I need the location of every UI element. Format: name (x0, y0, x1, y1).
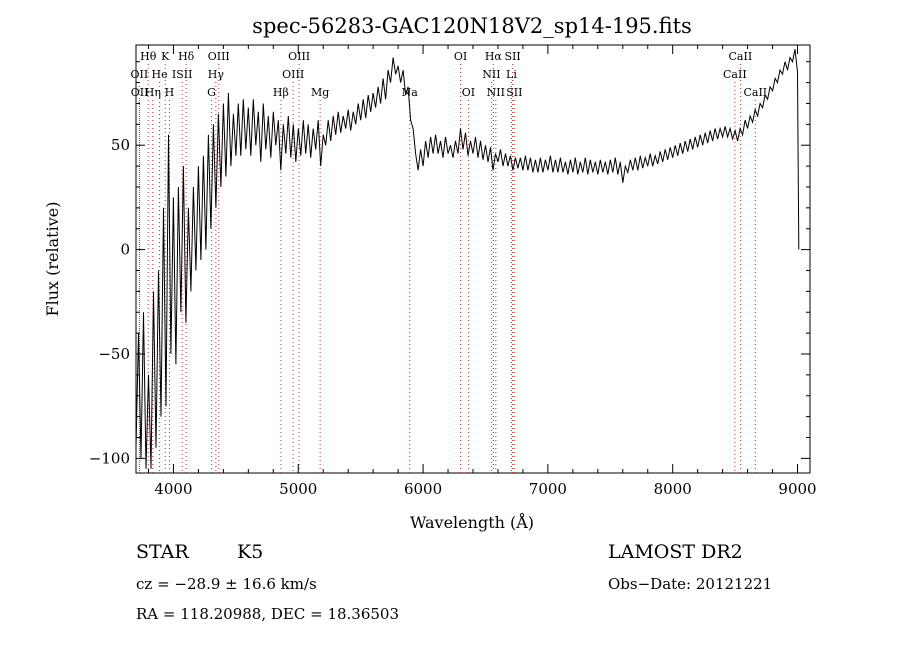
survey-name: LAMOST DR2 (608, 541, 743, 563)
emission-lines: Hθ OII OII K He Hη Hδ ISII H OIII Hγ G OIII OIII Hβ Mg N… (131, 50, 767, 473)
x-axis-label: Wavelength (Å) (410, 512, 534, 532)
plot-area: Hθ OII OII K He Hη Hδ ISII H OIII Hγ G OIII OIII Hβ Mg N… (89, 44, 817, 498)
line-label: OII (131, 86, 149, 99)
line-label: OI (454, 50, 467, 63)
subclass: K5 (237, 541, 263, 563)
line-label: Mg (311, 86, 329, 99)
x-tick-label: 6000 (404, 480, 442, 498)
y-tick-label: −100 (89, 449, 130, 467)
line-label: Hγ (208, 68, 225, 81)
line-label: OIII (208, 50, 230, 63)
line-label: Hθ (140, 50, 157, 63)
x-tick-label: 9000 (778, 480, 816, 498)
line-label: SII (506, 86, 522, 99)
info-panel: STAR K5 LAMOST DR2 cz = −28.9 ± 16.6 km/… (136, 541, 772, 623)
y-axis-label: Flux (relative) (43, 202, 62, 317)
x-tick-label: 4000 (154, 480, 192, 498)
y-tick-label: 0 (120, 241, 130, 259)
line-label: ISII (172, 68, 193, 81)
line-label: G (207, 86, 216, 99)
line-label: OIII (282, 68, 304, 81)
object-class: STAR (136, 541, 189, 563)
x-tick-label: 7000 (529, 480, 567, 498)
line-label: OIII (288, 50, 310, 63)
line-label: Li (506, 68, 517, 81)
line-label: Hη (145, 86, 161, 99)
obs-date: Obs−Date: 20121221 (608, 575, 772, 593)
line-label: OI (462, 86, 475, 99)
plot-frame (135, 44, 811, 474)
coordinates: RA = 118.20988, DEC = 18.36503 (136, 605, 399, 623)
spectrum-line (135, 49, 800, 469)
line-label: Hα (485, 50, 503, 63)
line-label: He (152, 68, 168, 81)
line-label: K (161, 50, 170, 63)
line-label: Hβ (273, 86, 289, 99)
chart-title: spec-56283-GAC120N18V2_sp14-195.fits (252, 14, 692, 38)
line-label: OII (131, 68, 149, 81)
redshift-readout: cz = −28.9 ± 16.6 km/s (136, 575, 317, 593)
line-label: NII (482, 68, 500, 81)
axis-ticks: 4000 5000 6000 7000 8000 9000 −100 −50 0 50 (89, 45, 817, 498)
line-label: SII (504, 50, 520, 63)
line-label: Na (402, 86, 419, 99)
line-label: NII (487, 86, 505, 99)
y-tick-label: 50 (111, 136, 130, 154)
x-tick-label: 5000 (279, 480, 317, 498)
line-label: CaII (723, 68, 747, 81)
line-label: H (165, 86, 175, 99)
x-tick-label: 8000 (654, 480, 692, 498)
line-label: CaII (743, 86, 767, 99)
line-label: Hδ (178, 50, 195, 63)
y-tick-label: −50 (98, 345, 130, 363)
line-label: CaII (729, 50, 753, 63)
